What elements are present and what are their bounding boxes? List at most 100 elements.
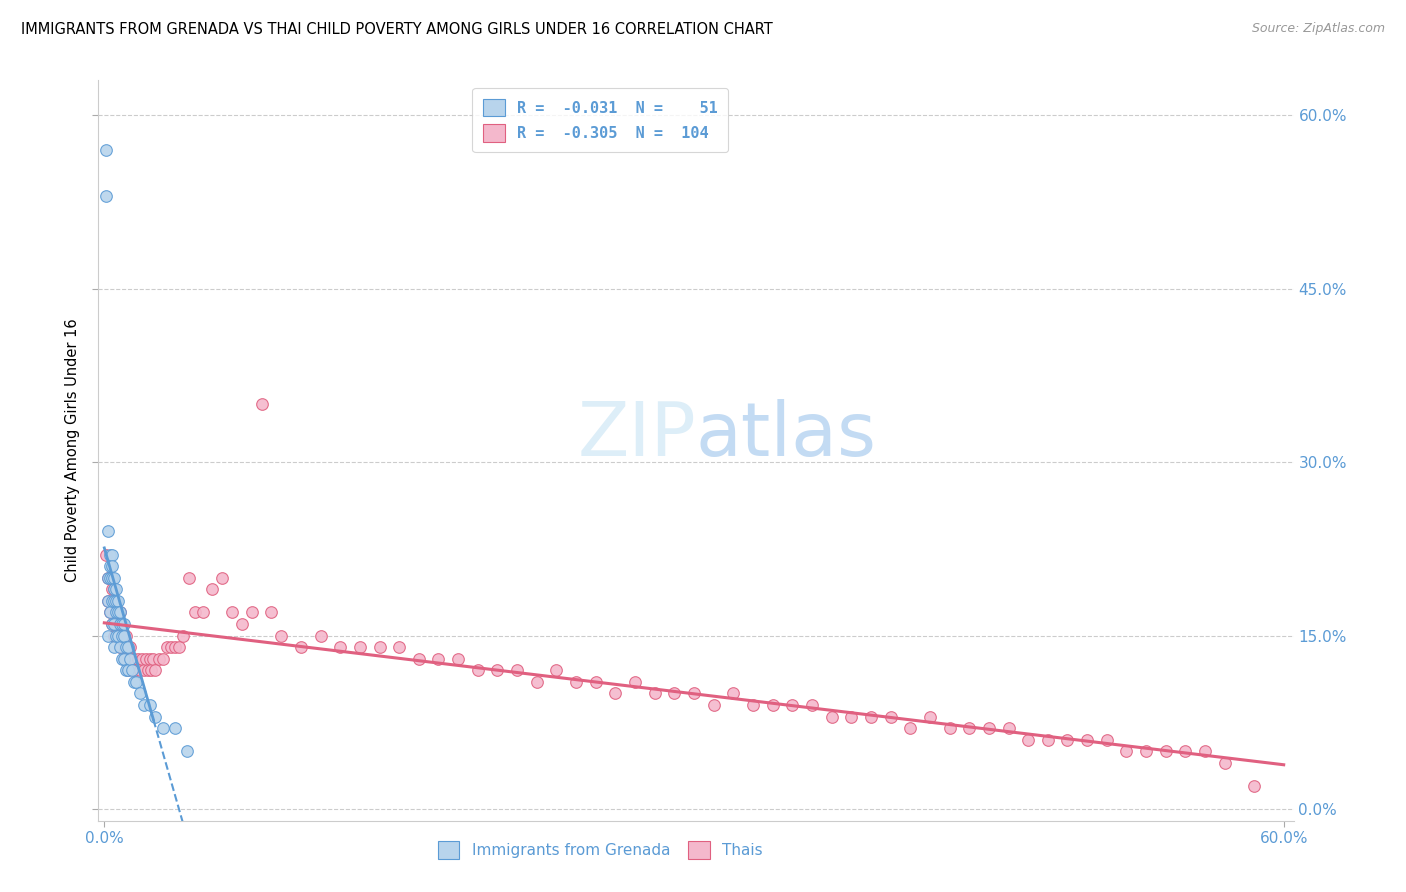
Point [107, 629, 129, 643]
Point [98, 571, 121, 585]
Point [165, 640, 187, 654]
Point [191, 606, 214, 620]
Legend: Immigrants from Grenada, Thais: Immigrants from Grenada, Thais [432, 835, 769, 865]
Point [898, 721, 921, 735]
Point [156, 640, 179, 654]
Point [105, 629, 128, 643]
Point [131, 651, 153, 665]
Point [703, 698, 725, 712]
Point [152, 651, 174, 665]
Point [111, 640, 134, 654]
Point [644, 686, 666, 700]
Point [1017, 732, 1039, 747]
Point [820, 709, 842, 723]
Point [115, 663, 138, 677]
Point [135, 651, 157, 665]
Point [101, 617, 124, 632]
Y-axis label: Child Poverty Among Girls Under 16: Child Poverty Among Girls Under 16 [65, 318, 80, 582]
Point [115, 629, 138, 643]
Point [103, 571, 125, 585]
Text: IMMIGRANTS FROM GRENADA VS THAI CHILD POVERTY AMONG GIRLS UNDER 16 CORRELATION C: IMMIGRANTS FROM GRENADA VS THAI CHILD PO… [21, 22, 773, 37]
Point [467, 663, 489, 677]
Point [839, 709, 862, 723]
Point [107, 606, 129, 620]
Point [148, 651, 170, 665]
Point [115, 640, 138, 654]
Point [859, 709, 882, 723]
Point [112, 651, 135, 665]
Point [145, 709, 167, 723]
Point [97, 524, 120, 539]
Point [152, 721, 174, 735]
Point [117, 640, 139, 654]
Point [98, 548, 121, 562]
Point [742, 698, 765, 712]
Point [1174, 744, 1197, 758]
Point [957, 721, 980, 735]
Point [1194, 744, 1216, 758]
Point [176, 744, 198, 758]
Point [96, 189, 118, 203]
Point [388, 640, 411, 654]
Point [585, 674, 607, 689]
Point [101, 559, 124, 574]
Point [97, 571, 120, 585]
Point [103, 629, 125, 643]
Point [122, 651, 145, 665]
Point [101, 582, 124, 597]
Point [117, 663, 139, 677]
Point [240, 606, 263, 620]
Point [260, 606, 283, 620]
Point [177, 571, 200, 585]
Point [98, 559, 121, 574]
Point [111, 617, 134, 632]
Point [723, 686, 745, 700]
Point [103, 594, 125, 608]
Point [1154, 744, 1177, 758]
Point [107, 606, 129, 620]
Point [101, 548, 124, 562]
Point [977, 721, 1000, 735]
Point [128, 663, 150, 677]
Point [486, 663, 509, 677]
Point [368, 640, 391, 654]
Point [105, 594, 128, 608]
Point [138, 651, 160, 665]
Point [1213, 756, 1236, 770]
Point [1056, 732, 1078, 747]
Point [184, 606, 207, 620]
Text: Source: ZipAtlas.com: Source: ZipAtlas.com [1251, 22, 1385, 36]
Point [103, 617, 125, 632]
Point [565, 674, 588, 689]
Point [122, 663, 145, 677]
Text: atlas: atlas [696, 399, 877, 472]
Point [121, 663, 143, 677]
Point [105, 606, 128, 620]
Point [108, 640, 131, 654]
Point [101, 594, 124, 608]
Point [1095, 732, 1118, 747]
Point [1036, 732, 1059, 747]
Point [141, 663, 163, 677]
Point [97, 594, 120, 608]
Point [105, 594, 128, 608]
Point [122, 674, 145, 689]
Point [938, 721, 960, 735]
Point [145, 663, 167, 677]
Point [108, 640, 131, 654]
Point [664, 686, 686, 700]
Point [112, 651, 135, 665]
Point [98, 606, 121, 620]
Point [221, 606, 243, 620]
Point [98, 571, 121, 585]
Point [1115, 744, 1137, 758]
Point [160, 640, 183, 654]
Point [270, 629, 292, 643]
Point [96, 548, 118, 562]
Point [201, 582, 224, 597]
Point [96, 143, 118, 157]
Point [101, 617, 124, 632]
Point [1243, 779, 1265, 793]
Point [118, 640, 141, 654]
Point [329, 640, 352, 654]
